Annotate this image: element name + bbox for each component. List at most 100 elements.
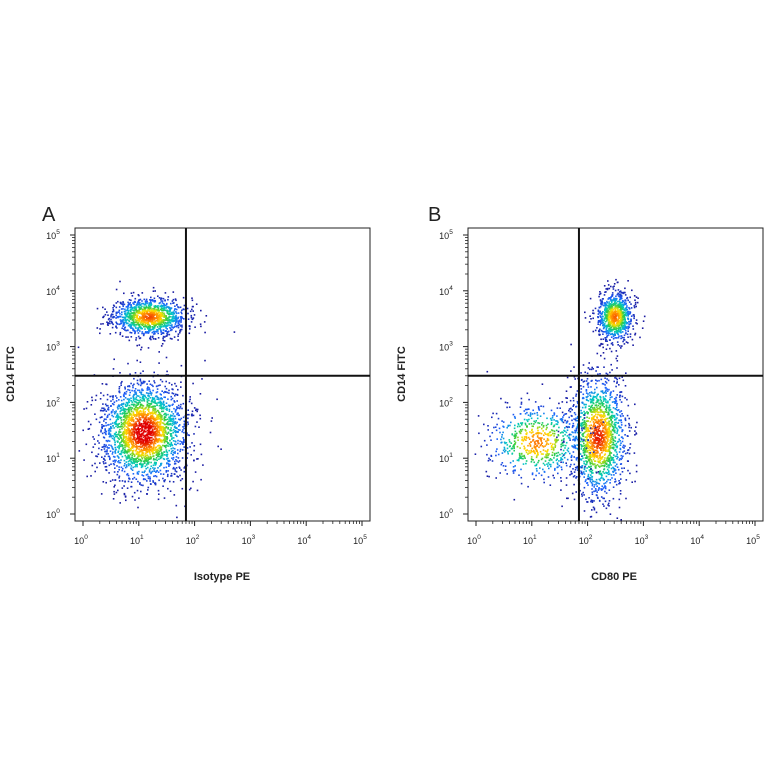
event-dot: [136, 329, 139, 331]
event-dot: [125, 438, 127, 441]
event-dot: [617, 344, 619, 346]
event-dot: [87, 420, 90, 423]
event-dot: [195, 303, 198, 305]
event-dot: [146, 403, 149, 406]
event-dot: [165, 446, 167, 449]
event-dot: [130, 449, 132, 451]
event-dot: [155, 463, 157, 465]
event-dot: [202, 464, 204, 466]
event-dot: [157, 306, 159, 309]
event-dot: [634, 430, 636, 432]
event-dot: [159, 446, 161, 449]
event-dot: [137, 332, 140, 334]
event-dot: [156, 459, 158, 462]
event-dot: [145, 320, 148, 322]
event-dot: [608, 315, 610, 318]
event-dot: [153, 449, 155, 452]
event-dot: [117, 445, 120, 447]
event-dot: [146, 450, 149, 452]
event-dot: [124, 430, 126, 432]
event-dot: [151, 431, 153, 434]
event-dot: [170, 395, 172, 398]
event-dot: [149, 446, 152, 449]
event-dot: [168, 443, 171, 446]
event-dot: [111, 395, 113, 398]
event-dot: [127, 443, 129, 445]
event-dot: [99, 462, 101, 464]
event-dot: [174, 308, 176, 310]
event-dot: [183, 304, 186, 307]
event-dot: [146, 401, 149, 404]
event-dot: [172, 291, 175, 293]
event-dot: [124, 405, 127, 407]
event-dot: [150, 316, 153, 318]
event-dot: [136, 415, 138, 417]
event-dot: [622, 311, 624, 314]
event-dot: [139, 424, 142, 426]
event-dot: [119, 312, 121, 315]
event-dot: [101, 446, 104, 448]
event-dot: [122, 467, 124, 470]
event-dot: [611, 396, 613, 398]
event-dot: [624, 299, 626, 301]
event-dot: [607, 332, 610, 335]
event-dot: [625, 303, 627, 305]
event-dot: [168, 307, 170, 310]
event-dot: [177, 414, 180, 417]
event-dot: [167, 473, 169, 476]
event-dot: [150, 309, 153, 312]
event-dot: [144, 444, 146, 447]
event-dot: [144, 457, 146, 460]
event-dot: [610, 305, 612, 307]
event-dot: [127, 316, 130, 319]
event-dot: [134, 428, 136, 431]
event-dot: [142, 434, 145, 436]
panel-a-plot-frame: [74, 227, 371, 522]
event-dot: [589, 454, 592, 456]
event-dot: [161, 429, 163, 432]
event-dot: [613, 319, 616, 322]
event-dot: [597, 323, 599, 325]
event-dot: [146, 300, 148, 303]
event-dot: [129, 302, 131, 304]
event-dot: [613, 301, 616, 304]
event-dot: [112, 498, 115, 500]
event-dot: [169, 433, 172, 435]
event-dot: [125, 329, 127, 332]
event-dot: [137, 294, 140, 296]
event-dot: [135, 439, 137, 441]
event-dot: [626, 398, 628, 401]
event-dot: [169, 490, 172, 492]
event-dot: [626, 322, 629, 324]
event-dot: [154, 313, 156, 316]
event-dot: [630, 307, 633, 309]
event-dot: [605, 372, 608, 375]
event-dot: [168, 324, 170, 326]
event-dot: [101, 427, 103, 430]
event-dot: [147, 430, 150, 433]
event-dot: [121, 439, 123, 441]
event-dot: [136, 440, 139, 443]
event-dot: [614, 289, 617, 292]
event-dot: [179, 316, 182, 318]
event-dot: [147, 431, 149, 434]
event-dot: [575, 393, 578, 396]
event-dot: [175, 330, 177, 333]
event-dot: [154, 413, 157, 415]
event-dot: [619, 320, 622, 322]
event-dot: [139, 458, 142, 461]
event-dot: [127, 427, 129, 429]
event-dot: [155, 395, 158, 397]
event-dot: [173, 428, 175, 431]
event-dot: [138, 413, 140, 415]
event-dot: [133, 434, 135, 437]
event-dot: [117, 450, 120, 452]
event-dot: [605, 333, 608, 335]
event-dot: [145, 417, 147, 420]
event-dot: [179, 306, 182, 309]
event-dot: [154, 436, 156, 438]
event-dot: [169, 311, 171, 313]
event-dot: [183, 318, 185, 320]
event-dot: [128, 389, 131, 391]
